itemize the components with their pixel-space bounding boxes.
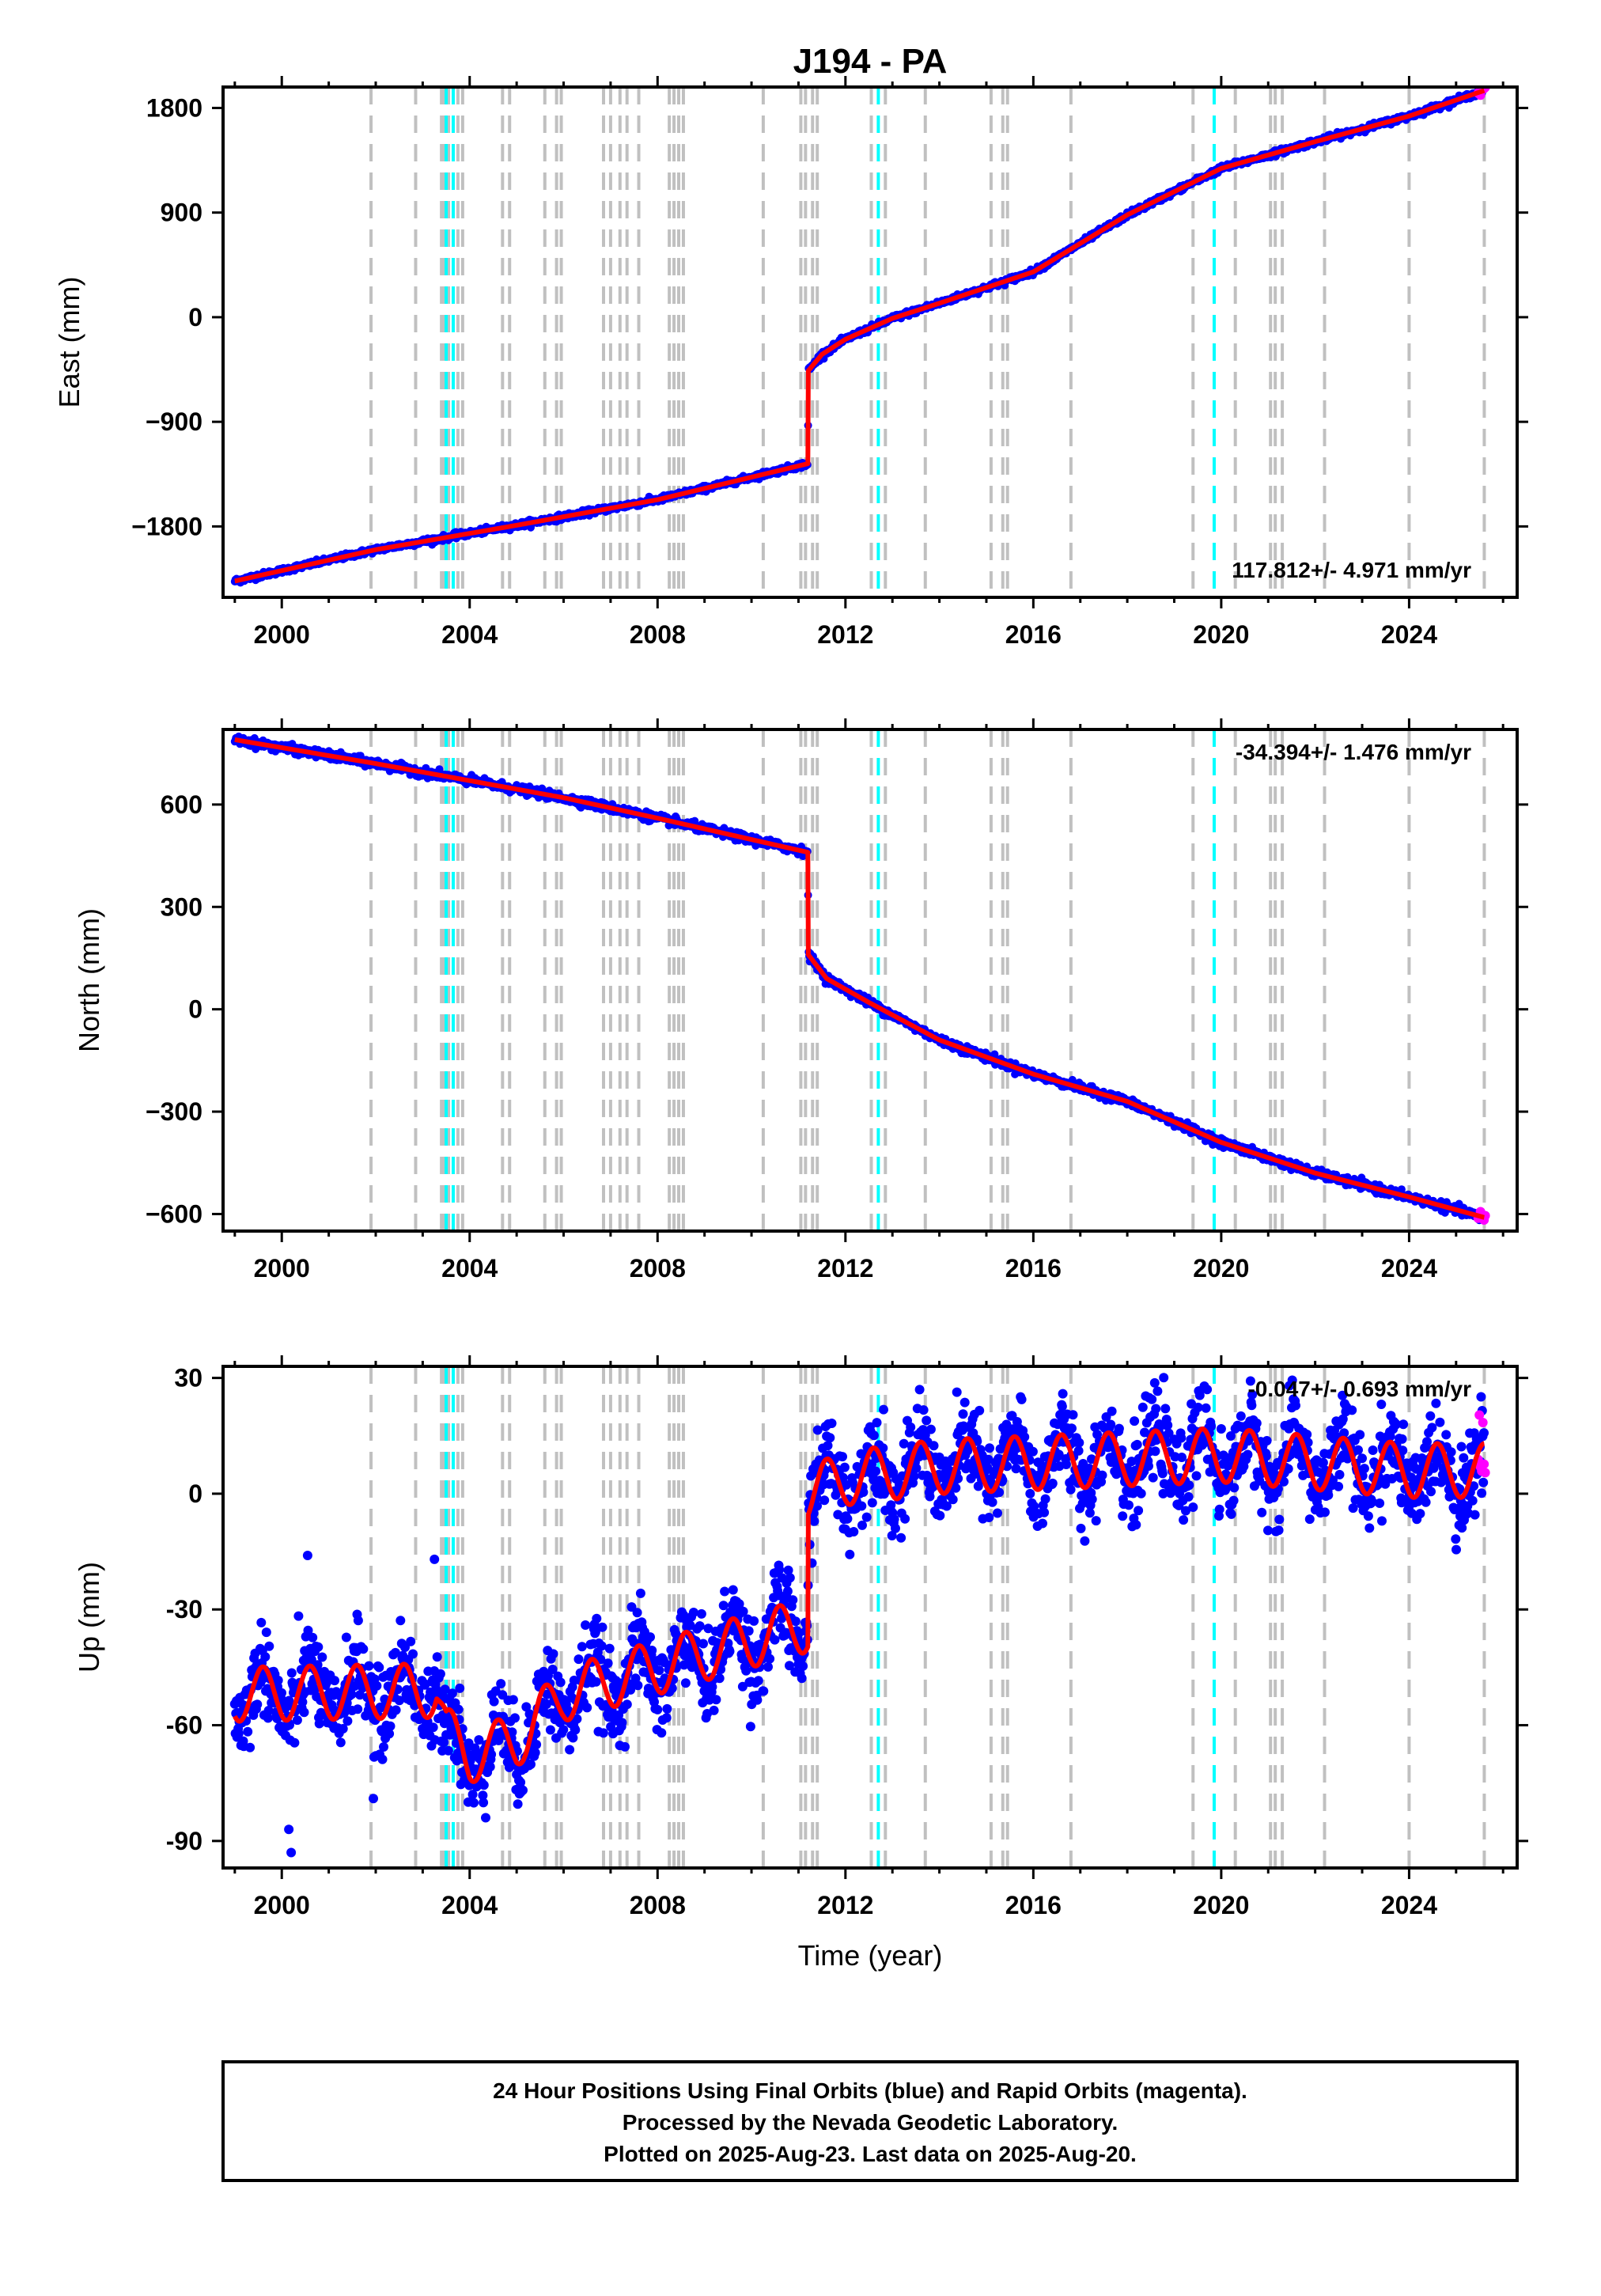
x-tick-label: 2000 bbox=[254, 620, 310, 649]
final-orbit-point bbox=[313, 1642, 324, 1652]
final-orbit-point bbox=[346, 1689, 357, 1699]
x-tick-label: 2012 bbox=[817, 620, 873, 649]
final-orbit-point bbox=[273, 1675, 283, 1685]
x-tick-label: 2024 bbox=[1381, 620, 1437, 649]
final-orbit-point bbox=[245, 1742, 255, 1752]
y-tick-label: −300 bbox=[146, 1097, 202, 1126]
x-tick-label: 2016 bbox=[1005, 620, 1062, 649]
final-orbit-point bbox=[335, 1737, 346, 1748]
y-tick-label: 600 bbox=[161, 790, 202, 819]
panel-east: 2000 2004 2008 2012 2016 2020 2024 −1800 −900 0 90… bbox=[53, 76, 1528, 649]
x-tick-label: 2008 bbox=[630, 1254, 686, 1283]
rate-label: 117.812+/- 4.971 mm/yr bbox=[1232, 558, 1471, 582]
final-orbit-point bbox=[260, 1652, 271, 1662]
x-tick-label: 2004 bbox=[441, 620, 498, 649]
final-orbit-point bbox=[364, 1661, 374, 1671]
panels: 2000 2004 2008 2012 2016 2020 2024 −1800 −900 0 90… bbox=[53, 76, 1528, 1919]
final-orbit-point bbox=[299, 1707, 309, 1718]
rate-label: -34.394+/- 1.476 mm/yr bbox=[1236, 740, 1471, 764]
final-orbit-point bbox=[286, 1668, 297, 1678]
y-tick-label: −600 bbox=[146, 1199, 202, 1228]
final-orbit-point bbox=[358, 1644, 369, 1654]
final-orbit-point bbox=[243, 1726, 253, 1737]
final-orbit-point bbox=[308, 1632, 318, 1642]
final-orbit-point bbox=[317, 1652, 327, 1662]
final-orbit-point bbox=[256, 1617, 267, 1627]
final-orbit-point bbox=[343, 1716, 353, 1726]
x-tick-label: 2012 bbox=[817, 1254, 873, 1283]
x-tick-label: 2016 bbox=[1005, 1254, 1062, 1283]
y-tick-label: 0 bbox=[188, 303, 202, 332]
y-tick-label: −1800 bbox=[131, 512, 202, 540]
x-tick-label: 2020 bbox=[1193, 1254, 1249, 1283]
y-axis-label: North (mm) bbox=[73, 908, 105, 1052]
x-tick-label: 2008 bbox=[630, 620, 686, 649]
final-orbit-point bbox=[252, 1699, 263, 1710]
final-orbit-point bbox=[290, 1737, 300, 1748]
x-tick-label: 2020 bbox=[1193, 620, 1249, 649]
final-orbit-point bbox=[292, 1715, 302, 1726]
final-orbit-point bbox=[293, 1611, 304, 1621]
y-axis-label: East (mm) bbox=[53, 277, 85, 408]
y-tick-label: 0 bbox=[188, 995, 202, 1024]
y-tick-label: −900 bbox=[146, 407, 202, 436]
y-tick-label: 300 bbox=[161, 892, 202, 921]
final-orbit-point bbox=[261, 1627, 271, 1638]
final-orbit-point bbox=[353, 1616, 363, 1626]
x-tick-label: 2004 bbox=[441, 1254, 498, 1283]
final-orbit-point bbox=[264, 1641, 274, 1651]
x-tick-label: 2000 bbox=[254, 1254, 310, 1283]
final-orbit-point bbox=[341, 1632, 351, 1642]
final-orbit-point bbox=[277, 1688, 286, 1698]
y-tick-label: 900 bbox=[161, 199, 202, 227]
final-orbit-point bbox=[353, 1704, 363, 1714]
chart-title: J194 - PA bbox=[793, 42, 948, 81]
y-tick-label: 1800 bbox=[146, 93, 202, 122]
final-orbit-point bbox=[330, 1676, 339, 1686]
x-tick-label: 2024 bbox=[1381, 1254, 1437, 1283]
